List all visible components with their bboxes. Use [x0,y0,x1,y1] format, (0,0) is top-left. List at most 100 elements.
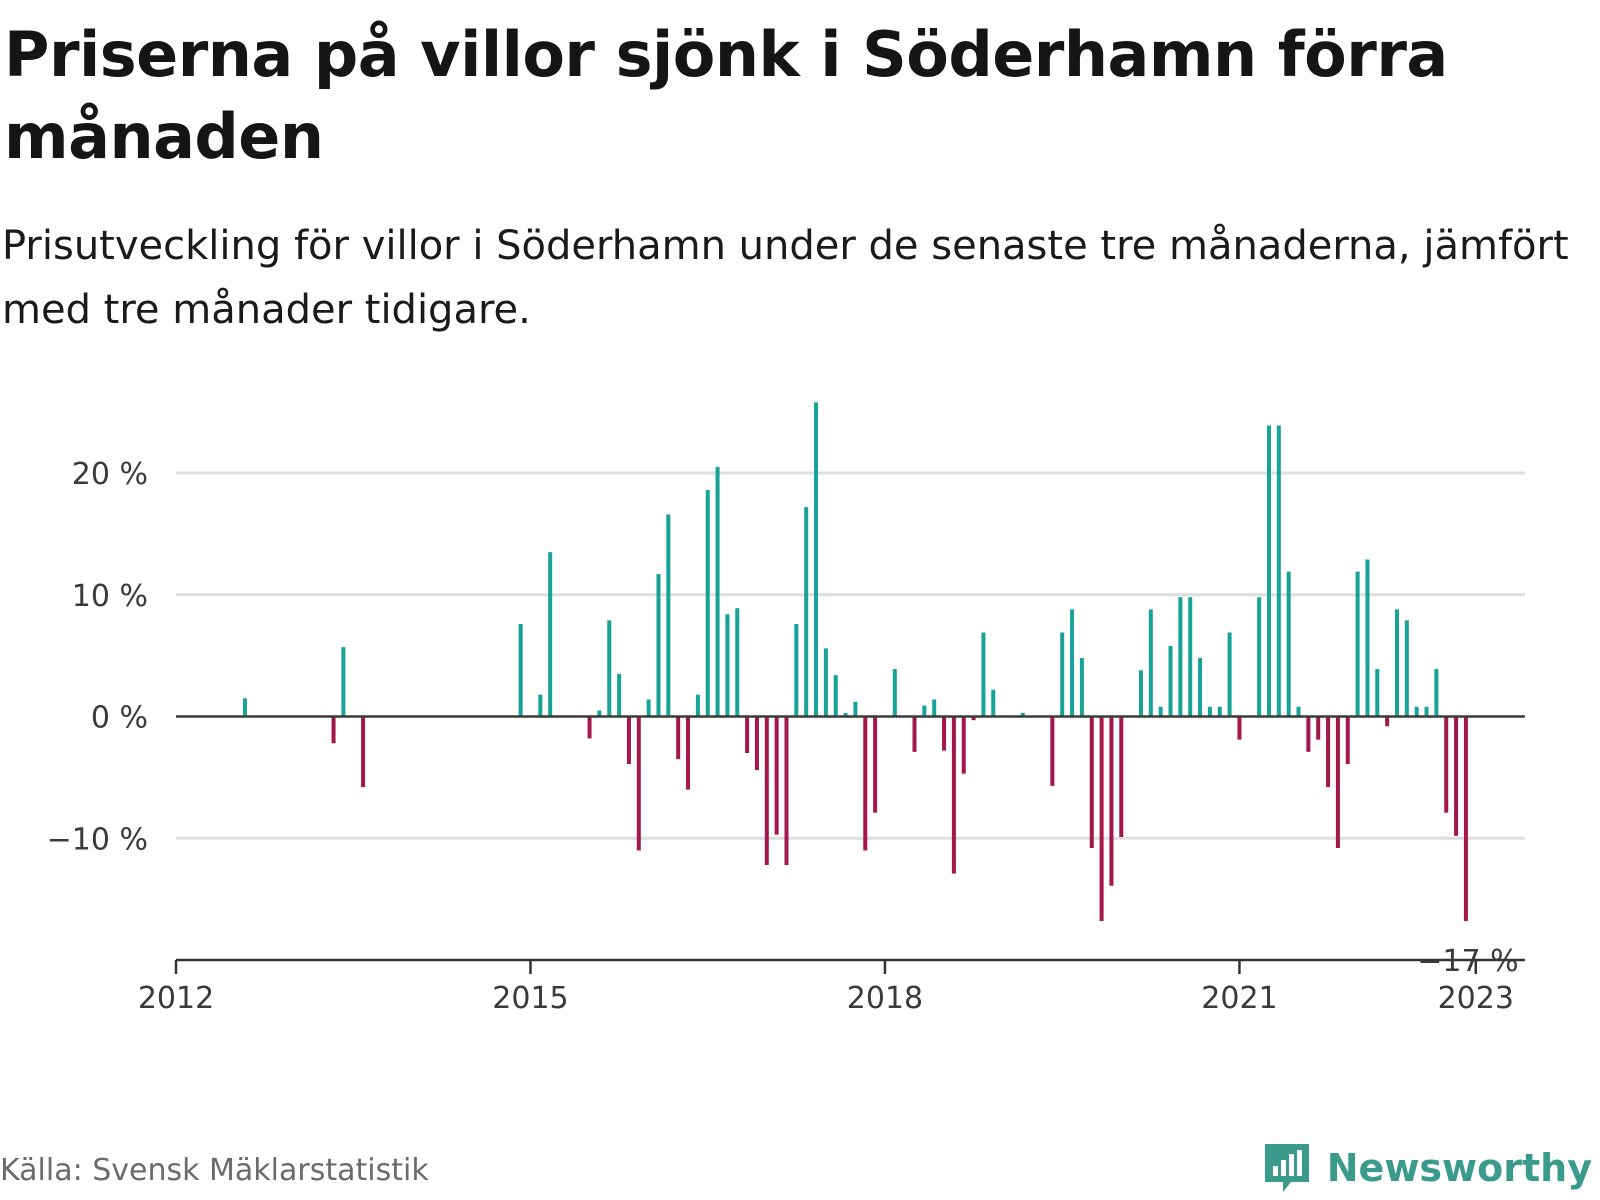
bar [951,716,956,874]
bar [981,632,986,717]
bar [1375,669,1380,717]
bar [518,624,523,717]
bar [626,716,631,764]
bar [725,614,730,717]
bar [922,705,927,717]
bar [617,673,622,717]
bar [942,716,947,751]
bar [774,716,779,835]
bar [1345,716,1350,764]
bar [833,675,838,717]
bar [794,624,799,717]
brand-logo[interactable]: Newsworthy [1261,1140,1592,1196]
bar [1050,716,1055,786]
bar [1119,716,1124,838]
bar [853,701,858,717]
bar [932,699,937,717]
bar [1089,716,1094,848]
bar [1227,632,1232,717]
bar [607,620,612,717]
y-tick-label: −10 % [47,822,148,857]
bar [1109,716,1114,886]
bar [646,699,651,717]
chart-title: Priserna på villor sjönk i Söderhamn för… [4,18,1448,173]
last-value-label: −17 % [1417,944,1518,979]
bar [1099,716,1104,922]
bar [1257,597,1262,717]
bar [705,490,710,717]
bar [1138,670,1143,717]
y-tick-label: 20 % [72,457,148,492]
bar [735,608,740,717]
bar [361,716,366,788]
bar [1276,425,1281,717]
bar [587,716,592,739]
bar [548,552,553,717]
bar [1178,597,1183,717]
bar [1148,609,1153,717]
bar [676,716,681,760]
bar [784,716,789,866]
bar [1365,559,1370,717]
bar [1296,706,1301,717]
bar [1404,620,1409,717]
bar [764,716,769,866]
bar [971,716,976,721]
bar [1434,669,1439,717]
y-tick-label: 10 % [72,579,148,614]
bar [814,402,819,717]
bar [1454,716,1459,836]
bar [1266,425,1271,717]
bar [745,716,750,754]
axes: 20 % 10 % 0 % −10 % 2012 2015 2018 2021 2023−17 … [47,457,1525,1016]
bar [961,716,966,774]
x-tick-label: 2015 [492,981,568,1016]
x-tick-label: 2023 [1438,981,1514,1016]
bar [1306,716,1311,752]
bar [1444,716,1449,813]
bar [1020,712,1025,717]
bar [686,716,691,790]
y-tick-label: 0 % [91,701,148,736]
newsworthy-logo-icon [1264,1144,1309,1192]
bar [715,466,720,717]
x-tick-label: 2021 [1201,981,1277,1016]
bar [1237,716,1242,740]
bar [873,716,878,813]
bar [1286,571,1291,717]
bar [1385,716,1390,727]
bar [331,716,336,744]
gridlines [176,471,1525,840]
bar [1424,706,1429,717]
bar [991,689,996,717]
bar [1079,658,1084,717]
bar [341,647,346,717]
bar [597,710,602,717]
bar [1316,716,1321,740]
bar [242,698,247,717]
bar [1198,658,1203,717]
bar [754,716,759,771]
bar [912,716,917,752]
bar [1335,716,1340,848]
bar [1414,706,1419,717]
bar [1326,716,1331,788]
bar [1070,609,1075,717]
bar [1463,716,1468,922]
chart-subtitle: Prisutveckling för villor i Söderhamn un… [2,223,1569,333]
bar [1394,609,1399,717]
bar [823,648,828,717]
bar [538,694,543,717]
bar [1207,706,1212,717]
bar [695,694,700,717]
brand-name: Newsworthy [1326,1146,1592,1190]
bar [1217,706,1222,717]
bar [863,716,868,851]
bar [1168,645,1173,717]
bars [242,402,1468,922]
bar [843,712,848,717]
x-tick-label: 2012 [138,981,214,1016]
bar [666,514,671,717]
bar [1188,597,1193,717]
